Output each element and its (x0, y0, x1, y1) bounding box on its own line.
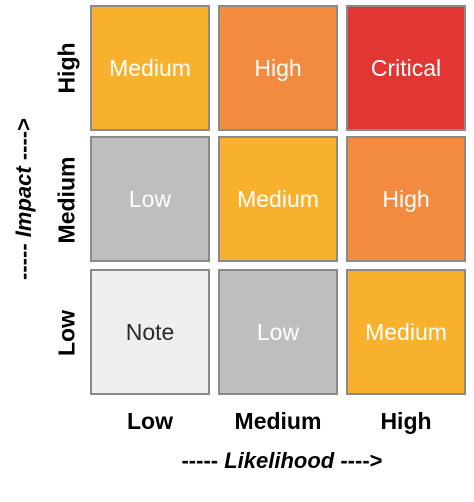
x-axis-label: Likelihood (224, 448, 335, 473)
y-axis-arrow: ----> (11, 118, 36, 161)
column-label-medium: Medium (234, 408, 322, 434)
column-label-high: High (380, 408, 432, 434)
cell-high-impact-medium-likelihood: High (218, 5, 338, 131)
y-axis-label: Impact (11, 166, 36, 238)
cell-high-impact-low-likelihood: Medium (90, 5, 210, 131)
y-axis-dashes: ----- (11, 243, 36, 280)
cell-high-impact-high-likelihood: Critical (346, 5, 466, 131)
column-label-low: Low (127, 408, 173, 434)
cell-medium-impact-medium-likelihood: Medium (218, 136, 338, 262)
x-axis-arrow: ----> (340, 448, 383, 473)
row-label-high-text: High (53, 42, 80, 94)
cell-low-impact-high-likelihood: Medium (346, 269, 466, 395)
y-axis-title-text: ----- Impact ----> (11, 118, 37, 280)
row-label-low-text: Low (53, 310, 80, 356)
x-axis-title: ----- Likelihood ----> (90, 448, 474, 474)
cell-medium-impact-low-likelihood: Low (90, 136, 210, 262)
cell-low-impact-medium-likelihood: Low (218, 269, 338, 395)
x-axis-dashes: ----- (181, 448, 219, 473)
cell-low-impact-low-likelihood: Note (90, 269, 210, 395)
row-label-medium-text: Medium (53, 156, 80, 244)
cell-medium-impact-high-likelihood: High (346, 136, 466, 262)
